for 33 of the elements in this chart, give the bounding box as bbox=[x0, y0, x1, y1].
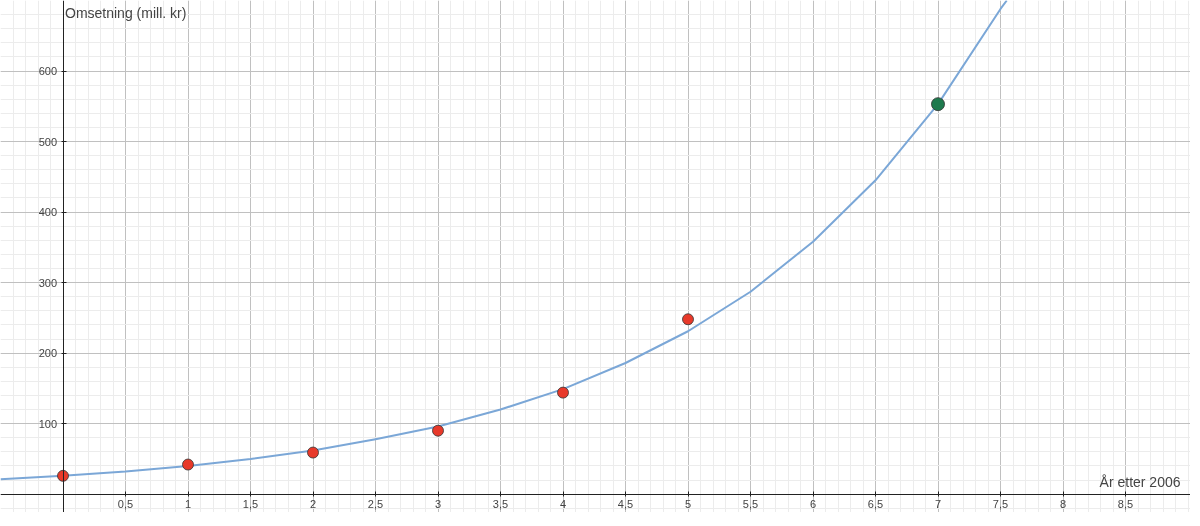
x-tick-label: 5,5 bbox=[742, 498, 759, 511]
point bbox=[432, 424, 444, 437]
x-tick-label: 4 bbox=[559, 498, 567, 511]
x-tick-label: 2 bbox=[309, 498, 317, 511]
y-axis-title: Omsetning (mill. kr) bbox=[65, 4, 187, 21]
point bbox=[182, 458, 194, 471]
point bbox=[557, 386, 569, 399]
x-tick-label: 6,5 bbox=[867, 498, 884, 511]
point bbox=[307, 446, 319, 459]
x-tick-label: 8,5 bbox=[1117, 498, 1134, 511]
y-tick-label: 100 bbox=[38, 417, 58, 430]
y-tick-label: 500 bbox=[38, 135, 58, 148]
point bbox=[57, 469, 69, 482]
point bbox=[682, 313, 694, 326]
x-tick-label: 3,5 bbox=[492, 498, 509, 511]
x-tick-label: 0,5 bbox=[117, 498, 134, 511]
x-tick-label: 2,5 bbox=[367, 498, 384, 511]
x-tick-label: 3 bbox=[434, 498, 442, 511]
x-tick-label: 4,5 bbox=[617, 498, 634, 511]
x-tick-label: 8 bbox=[1059, 498, 1067, 511]
point bbox=[931, 97, 945, 112]
x-tick-label: 7,5 bbox=[992, 498, 1009, 511]
x-tick-label: 1,5 bbox=[242, 498, 259, 511]
y-tick-label: 600 bbox=[38, 65, 58, 78]
x-tick-label: 1 bbox=[184, 498, 192, 511]
x-axis-title: År etter 2006 bbox=[1099, 474, 1181, 491]
y-tick-label: 300 bbox=[38, 276, 58, 289]
line-series bbox=[0, 0, 1008, 481]
x-tick-label: 7 bbox=[934, 498, 942, 511]
y-tick-label: 200 bbox=[38, 347, 58, 360]
y-tick-label: 400 bbox=[38, 206, 58, 219]
x-tick-label: 6 bbox=[809, 498, 817, 511]
x-tick-label: 5 bbox=[684, 498, 692, 511]
